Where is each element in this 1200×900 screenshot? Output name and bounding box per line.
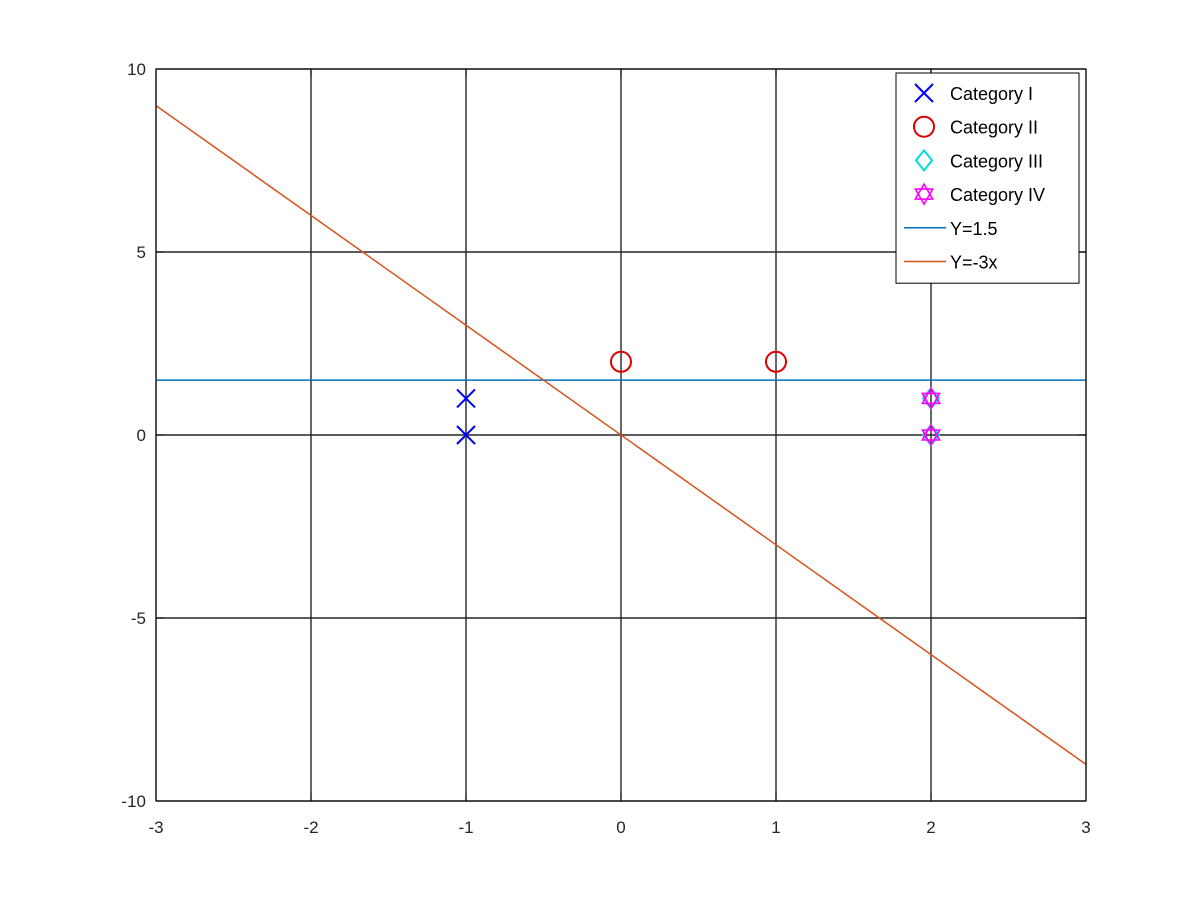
x-tick-label: -1 (458, 818, 473, 837)
legend-marker-0 (914, 83, 934, 103)
line-series-1 (155, 104, 1087, 766)
legend: Category I Category II Category III Categor… (895, 72, 1080, 284)
x-tick-label: -3 (148, 818, 163, 837)
y-tick-label: 10 (127, 60, 146, 79)
y-tick-label: -10 (121, 792, 146, 811)
reference-lines (155, 104, 1087, 766)
data-points (456, 350, 942, 447)
legend-marker-3 (913, 182, 935, 206)
y-tick-label: 0 (137, 426, 146, 445)
legend-label: Category I (950, 84, 1033, 104)
legend-label: Category IV (950, 185, 1045, 205)
y-tick-label: -5 (131, 609, 146, 628)
x-tick-label: 2 (926, 818, 935, 837)
x-tick-label: 1 (771, 818, 780, 837)
point-series-1-0 (610, 350, 632, 373)
legend-box (895, 72, 1080, 284)
legend-label: Category III (950, 151, 1043, 171)
legend-marker-1 (913, 115, 935, 138)
legend-label: Y=1.5 (950, 219, 998, 239)
legend-marker-2 (914, 148, 934, 173)
x-tick-label: 3 (1081, 818, 1090, 837)
point-series-0-0 (456, 425, 476, 445)
point-series-3-0 (920, 423, 942, 447)
x-tick-label: 0 (616, 818, 625, 837)
y-axis: -10 -5 0 5 10 (121, 60, 1086, 811)
y-tick-label: 5 (137, 243, 146, 262)
x-tick-label: -2 (303, 818, 318, 837)
point-series-0-1 (456, 388, 476, 409)
point-series-3-1 (920, 386, 942, 411)
point-series-1-1 (765, 350, 787, 373)
legend-label: Y=-3x (950, 253, 998, 273)
legend-label: Category II (950, 118, 1038, 138)
